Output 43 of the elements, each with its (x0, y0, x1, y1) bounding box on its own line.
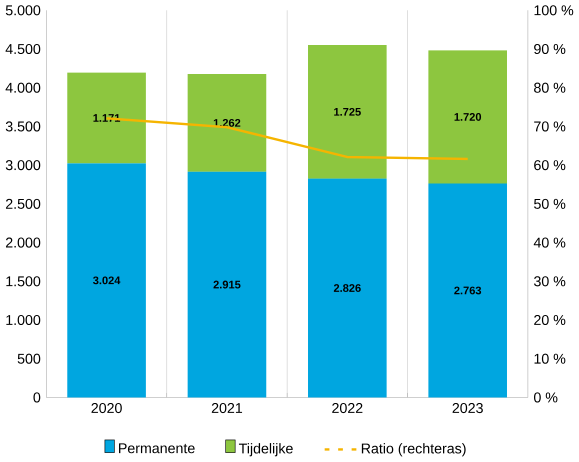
y2-tick-label: 90 % (534, 44, 566, 54)
y-tick-label: 500 (18, 354, 40, 364)
bar (188, 74, 266, 172)
y2-tick-label: 50 % (534, 198, 566, 209)
bar (188, 172, 266, 398)
y-tick-label: 3.500 (6, 121, 40, 132)
legend-label: Permanente (119, 443, 195, 454)
bar (428, 50, 507, 184)
bar (428, 183, 507, 398)
y-tick-label: 1.500 (6, 276, 40, 286)
y2-tick-label: 60 % (534, 160, 566, 170)
x-tick-label: 2023 (452, 402, 483, 414)
y2-tick-label: 10 % (534, 354, 566, 364)
x-tick-label: 2020 (91, 402, 122, 414)
y2-tick-label: 30 % (534, 276, 566, 286)
y-tick-label: 2.500 (6, 198, 40, 209)
legend-label: Ratio (rechteras) (362, 443, 466, 456)
bar (308, 178, 387, 398)
data-label: 1.720 (454, 112, 482, 121)
x-tick-label: 2021 (212, 402, 242, 414)
bar (308, 45, 387, 179)
y2-tick-label: 100 % (534, 5, 574, 16)
bar (67, 163, 146, 398)
legend-label: Tijdelijke (238, 443, 293, 456)
x-tick-label: 2022 (332, 402, 362, 414)
y2-tick-label: 80 % (534, 82, 566, 93)
data-label: 3.024 (93, 276, 120, 284)
y-tick-label: 5.000 (6, 5, 40, 16)
y-tick-label: 4.500 (6, 44, 40, 54)
bar (67, 72, 146, 164)
y-tick-label: 4.000 (6, 82, 40, 93)
data-label: 1.725 (334, 108, 361, 116)
y2-tick-label: 70 % (534, 121, 566, 132)
y-tick-label: 1.000 (6, 314, 40, 326)
y-tick-label: 3.000 (6, 160, 40, 170)
y-tick-label: 0 (33, 392, 40, 402)
data-label: 2.826 (334, 284, 361, 292)
y2-tick-label: 0 % (534, 392, 558, 402)
y2-tick-label: 20 % (534, 314, 566, 326)
data-label: 2.763 (454, 286, 482, 294)
data-label: 2.915 (214, 280, 240, 288)
y2-tick-label: 40 % (534, 238, 566, 248)
y-tick-label: 2.000 (6, 238, 40, 248)
